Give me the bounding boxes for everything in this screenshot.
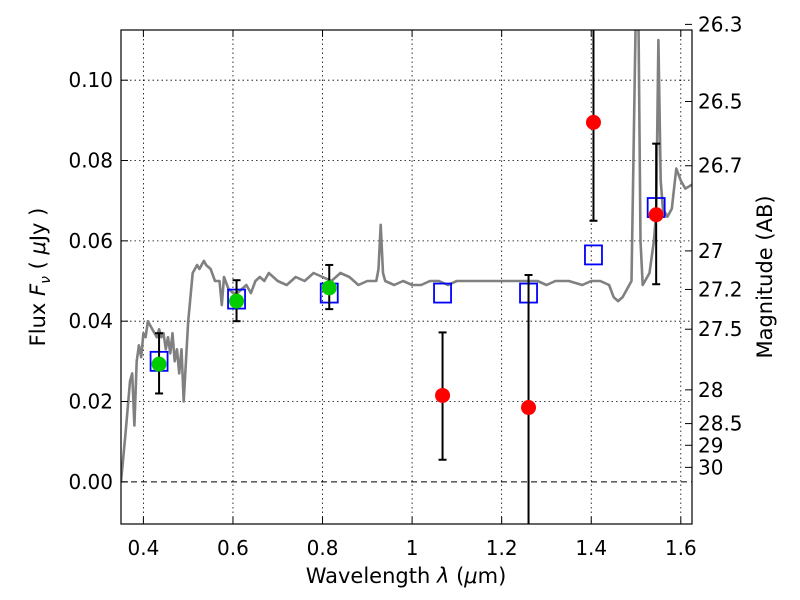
magnitude-tick-label: 26.7	[698, 154, 743, 178]
grid	[121, 30, 692, 524]
model-spectrum-line	[121, 30, 692, 482]
magnitude-tick-label: 30	[698, 455, 723, 479]
magnitude-tick-label: 26.3	[698, 12, 743, 36]
magnitude-tick-label: 28.5	[698, 412, 743, 436]
y-tick-label: 0.06	[68, 229, 113, 253]
observed-point	[648, 207, 664, 223]
x-tick-label: 1.2	[486, 536, 518, 560]
x-tick-label: 1	[406, 536, 419, 560]
x-axis-label: Wavelength λ (μm)	[306, 564, 507, 588]
y-tick-label: 0.04	[68, 309, 113, 333]
magnitude-tick-label: 26.5	[698, 89, 743, 113]
x-tick-label: 0.4	[127, 536, 159, 560]
observed-point	[435, 387, 451, 403]
detection-point	[151, 356, 167, 372]
y-axis-label: Flux Fν ( μJy )	[26, 208, 54, 347]
plot-frame	[120, 29, 693, 525]
magnitude-tick-label: 28	[698, 378, 723, 402]
y-tick-label: 0.10	[68, 68, 113, 92]
magnitude-tick-label: 27.5	[698, 317, 743, 341]
observed-point	[521, 400, 537, 416]
detection-point	[229, 293, 245, 309]
x-tick-label: 1.4	[575, 536, 607, 560]
x-axis-ticks: 0.4 0.6 0.8 1 1.2 1.4 1.6	[127, 30, 697, 560]
model-photometry-point	[584, 244, 603, 266]
x-tick-label: 1.6	[665, 536, 697, 560]
y-tick-label: 0.08	[68, 149, 113, 173]
magnitude-tick-label: 27.2	[698, 277, 743, 301]
x-tick-label: 0.8	[307, 536, 339, 560]
x-tick-label: 0.6	[217, 536, 249, 560]
magnitude-axis-label: Magnitude (AB)	[753, 195, 777, 358]
y-tick-label: 0.00	[68, 470, 113, 494]
magnitude-tick-label: 27	[698, 239, 723, 263]
observed-point	[585, 114, 601, 130]
model-photometry-point	[433, 282, 452, 304]
series-layer	[121, 30, 692, 524]
y-tick-label: 0.02	[68, 390, 113, 414]
magnitude-tick-label: 29	[698, 433, 723, 457]
detection-point	[321, 280, 337, 296]
y-axis-ticks: 0.00 0.02 0.04 0.06 0.08 0.10	[68, 68, 128, 494]
